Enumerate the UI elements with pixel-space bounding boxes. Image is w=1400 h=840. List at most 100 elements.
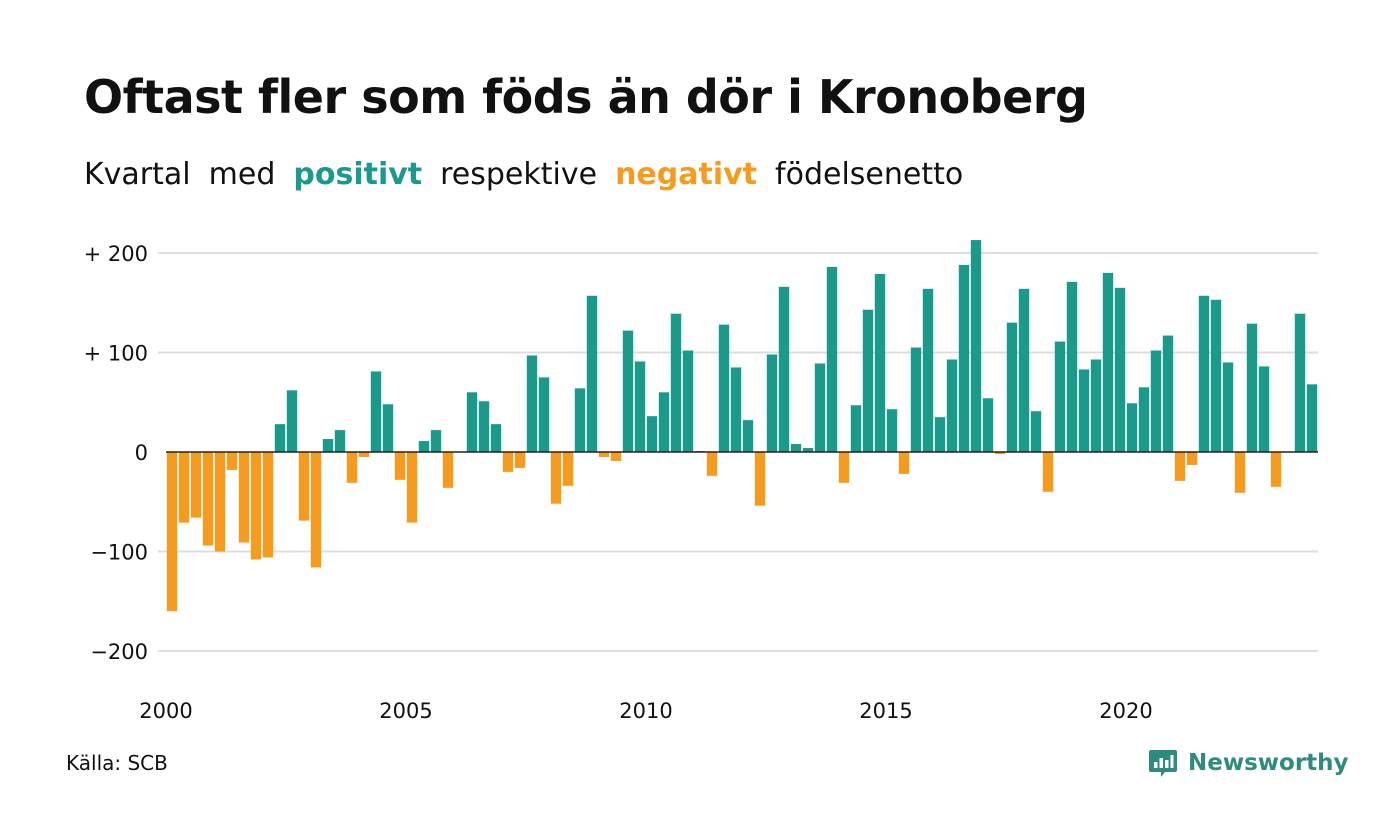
bar-positive bbox=[730, 367, 742, 453]
x-tick-label: 2005 bbox=[379, 699, 432, 723]
bar-positive bbox=[718, 324, 730, 452]
bar-positive bbox=[802, 448, 814, 452]
bar-negative bbox=[838, 452, 850, 483]
bar-positive bbox=[382, 404, 394, 452]
bar-positive bbox=[586, 295, 598, 452]
bar-positive bbox=[1054, 341, 1066, 452]
y-tick-label: −100 bbox=[90, 541, 148, 565]
bar-positive bbox=[274, 424, 286, 452]
bar-positive bbox=[814, 363, 826, 452]
bar-positive bbox=[1258, 366, 1270, 452]
bar-positive bbox=[850, 405, 862, 453]
bar-negative bbox=[1234, 452, 1246, 493]
bar-positive bbox=[670, 313, 682, 452]
bar-positive bbox=[1126, 403, 1138, 453]
bar-positive bbox=[490, 424, 502, 452]
bar-positive bbox=[1162, 335, 1174, 452]
bar-positive bbox=[430, 430, 442, 452]
bar-positive bbox=[334, 430, 346, 452]
bar-positive bbox=[538, 377, 550, 453]
chart-subtitle: Kvartal med positivt respektive negativt föde… bbox=[84, 157, 981, 192]
y-tick-label: + 200 bbox=[84, 242, 148, 266]
bar-positive bbox=[982, 398, 994, 452]
bar-positive bbox=[742, 420, 754, 452]
bar-positive bbox=[622, 330, 634, 452]
bar-negative bbox=[202, 452, 214, 546]
bar-negative bbox=[598, 452, 610, 457]
bar-positive bbox=[1018, 288, 1030, 452]
bar-negative bbox=[214, 452, 226, 552]
bar-positive bbox=[1102, 272, 1114, 452]
bar-negative bbox=[610, 452, 622, 461]
bar-negative bbox=[310, 452, 322, 568]
y-tick-label: + 100 bbox=[84, 342, 148, 366]
bar-negative bbox=[262, 452, 274, 558]
bar-positive bbox=[574, 388, 586, 452]
bar-positive bbox=[946, 359, 958, 452]
bar-positive bbox=[286, 390, 298, 452]
bar-positive bbox=[370, 371, 382, 452]
bar-positive bbox=[790, 444, 802, 452]
bar-positive bbox=[1138, 387, 1150, 452]
subtitle-word: respektive bbox=[440, 157, 598, 192]
bar-positive bbox=[1246, 323, 1258, 452]
bar-negative bbox=[346, 452, 358, 483]
bar-negative bbox=[550, 452, 562, 504]
bar-positive bbox=[1066, 281, 1078, 453]
bar-negative bbox=[238, 452, 250, 543]
bar-negative bbox=[226, 452, 238, 470]
bar-positive bbox=[1078, 369, 1090, 452]
bar-positive bbox=[658, 392, 670, 452]
bar-positive bbox=[1114, 287, 1126, 452]
bar-negative bbox=[358, 452, 370, 457]
bar-positive bbox=[418, 441, 430, 453]
bar-positive bbox=[826, 266, 838, 452]
bar-positive bbox=[1150, 350, 1162, 452]
bar-positive bbox=[1198, 295, 1210, 452]
bar-positive bbox=[970, 240, 982, 452]
subtitle-positive-word: positivt bbox=[293, 157, 423, 192]
bar-positive bbox=[778, 286, 790, 452]
y-tick-label: −200 bbox=[90, 640, 148, 664]
bar-negative bbox=[442, 452, 454, 488]
bar-positive bbox=[478, 401, 490, 452]
bar-positive bbox=[1222, 362, 1234, 452]
bar-negative bbox=[514, 452, 526, 468]
chart-title: Oftast fler som föds än dör i Kronoberg bbox=[84, 70, 1088, 124]
axis-layer: + 200 + 100 0 −100 −200 2000 2005 2010 2015 2020 bbox=[84, 242, 1318, 723]
bar-negative bbox=[250, 452, 262, 560]
bar-negative bbox=[562, 452, 574, 486]
bar-positive bbox=[922, 288, 934, 452]
bar-negative bbox=[166, 452, 178, 612]
logo-text: Newsworthy bbox=[1188, 750, 1349, 776]
newsworthy-chart-bubble-icon bbox=[1149, 750, 1177, 777]
x-tick-label: 2020 bbox=[1099, 699, 1152, 723]
bar-positive bbox=[466, 392, 478, 452]
bar-positive bbox=[634, 361, 646, 452]
bar-layer bbox=[166, 240, 1318, 612]
bar-negative bbox=[1174, 452, 1186, 481]
newsworthy-logo: Newsworthy bbox=[1148, 744, 1349, 782]
bar-positive bbox=[1294, 313, 1306, 452]
x-tick-label: 2015 bbox=[859, 699, 912, 723]
source-note: Källa: SCB bbox=[66, 751, 168, 775]
bar-positive bbox=[766, 354, 778, 452]
bar-positive bbox=[646, 416, 658, 452]
bar-positive bbox=[910, 347, 922, 452]
bar-negative bbox=[754, 452, 766, 506]
bar-negative bbox=[178, 452, 190, 523]
bar-positive bbox=[934, 417, 946, 453]
bar-positive bbox=[322, 439, 334, 452]
bar-positive bbox=[958, 264, 970, 452]
bar-positive bbox=[1210, 299, 1222, 452]
bar-negative bbox=[502, 452, 514, 472]
bar-negative bbox=[1042, 452, 1054, 492]
bar-positive bbox=[1090, 359, 1102, 452]
bar-positive bbox=[862, 309, 874, 452]
bar-negative bbox=[394, 452, 406, 480]
subtitle-word: Kvartal bbox=[84, 157, 191, 192]
bar-positive bbox=[1006, 322, 1018, 452]
bar-negative bbox=[706, 452, 718, 476]
subtitle-negative-word: negativt bbox=[615, 157, 758, 192]
bar-negative bbox=[190, 452, 202, 518]
